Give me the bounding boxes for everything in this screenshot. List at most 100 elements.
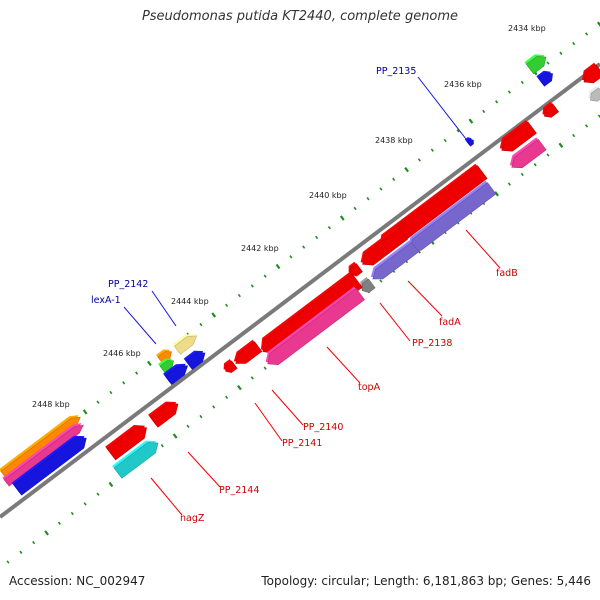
tick-dot (482, 109, 486, 114)
scale-tick-label: 2446 kbp (103, 349, 141, 358)
tick-dot (339, 215, 345, 221)
tick-dot (430, 148, 434, 152)
gene-feature (158, 358, 174, 373)
gene-feature (536, 70, 553, 87)
tick-dot (109, 390, 113, 395)
gene-feature (223, 359, 238, 373)
genome-backbone (0, 62, 600, 519)
tick-dot (520, 172, 524, 177)
tick-dot (456, 129, 460, 133)
tick-dot (289, 255, 293, 259)
genome-summary: Topology: circular; Length: 6,181,863 bp… (261, 574, 591, 588)
gene-feature (542, 101, 560, 118)
tick-dot (250, 376, 254, 380)
tick-dot (160, 444, 164, 448)
gene-feature (464, 137, 474, 147)
gene-feature (2, 423, 84, 487)
tick-dot (19, 550, 23, 554)
scale-tick-label: 2442 kbp (241, 244, 279, 253)
tick-dot (32, 540, 36, 545)
tick-dot (147, 360, 152, 367)
label-leader-line (123, 306, 157, 345)
tick-dot (302, 245, 306, 249)
tick-dots (6, 21, 600, 564)
gene-feature (582, 62, 600, 84)
feature-label: PP_2144 (219, 485, 259, 496)
tick-dot (417, 158, 421, 162)
label-leader-line (379, 302, 411, 342)
tick-dot (135, 371, 139, 375)
tick-dot (44, 530, 49, 536)
gene-feature (172, 333, 198, 355)
feature-label: topA (358, 382, 381, 393)
tick-dot (263, 366, 267, 370)
gene-feature (183, 350, 206, 370)
tick-dot (70, 511, 74, 516)
feature-label: PP_2135 (376, 66, 416, 77)
tick-dot (237, 293, 241, 298)
tick-dot (108, 481, 114, 488)
tick-dot (237, 384, 242, 391)
tick-dot (572, 133, 576, 138)
tick-dot (186, 424, 190, 428)
label-leader-line (465, 229, 501, 269)
tick-dot (57, 521, 61, 525)
label-leader-line (151, 290, 177, 327)
tick-dot (546, 153, 550, 157)
feature-label: lexA-1 (91, 295, 121, 306)
tick-dot (379, 279, 383, 283)
tick-dot (597, 21, 600, 27)
tick-dot (263, 274, 267, 278)
label-leader-line (150, 477, 183, 516)
tick-dot (366, 197, 370, 201)
tick-dot (379, 187, 383, 191)
tick-dot (96, 492, 100, 496)
tick-dot (199, 414, 203, 419)
tick-dot (468, 118, 474, 124)
scale-tick-label: 2448 kbp (32, 400, 70, 409)
tick-dot (585, 124, 589, 128)
tick-dot (507, 182, 511, 186)
gene-feature (499, 120, 537, 152)
label-leader-line (187, 451, 221, 488)
tick-dot (212, 405, 216, 409)
scale-tick-label: 2444 kbp (171, 297, 209, 306)
tick-dot (507, 90, 511, 94)
scale-tick-label: 2440 kbp (309, 191, 347, 200)
tick-dot (572, 41, 576, 46)
tick-dot (520, 80, 524, 85)
tick-dot (199, 322, 203, 327)
scale-tick-label: 2434 kbp (508, 24, 546, 33)
gene-feature (370, 240, 420, 280)
gene-feature (11, 435, 87, 496)
gene-feature (265, 286, 365, 366)
tick-dot (225, 303, 229, 307)
gene-feature (163, 363, 189, 386)
gene-feature (105, 425, 147, 461)
tick-dot (559, 51, 563, 55)
gene-features (0, 54, 600, 496)
feature-label: PP_2140 (303, 422, 343, 433)
tick-dot (443, 138, 447, 143)
tick-dot (211, 312, 217, 318)
tick-dot (275, 263, 281, 270)
gene-feature (348, 261, 363, 277)
label-leader-line (417, 76, 467, 140)
gene-feature (233, 339, 263, 364)
gene-feature (524, 54, 547, 75)
tick-dot (392, 177, 396, 181)
tick-dot (353, 206, 357, 211)
tick-dot (172, 433, 178, 439)
scale-tick-label: 2436 kbp (444, 80, 482, 89)
gene-feature (509, 137, 547, 169)
gene-feature (148, 401, 179, 428)
tick-dot (250, 284, 254, 288)
label-leader-line (254, 402, 283, 442)
feature-label: PP_2142 (108, 279, 148, 290)
accession-text: Accession: NC_002947 (9, 574, 146, 588)
feature-label: fadA (439, 317, 461, 328)
tick-dot (494, 191, 499, 197)
tick-dot (82, 409, 88, 415)
label-leader-line (407, 280, 443, 317)
